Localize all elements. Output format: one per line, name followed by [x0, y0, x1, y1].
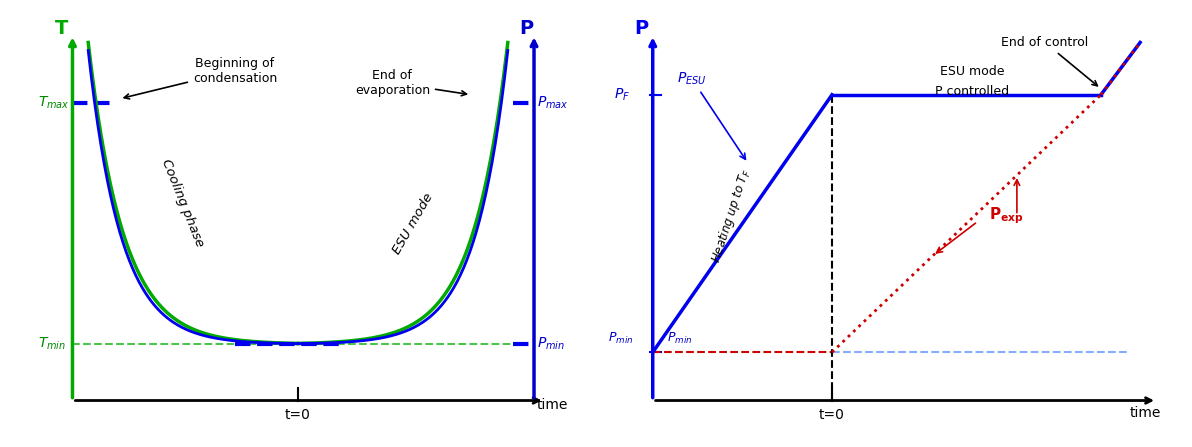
Text: $T_{max}$: $T_{max}$ — [38, 95, 70, 111]
Text: Beginning of
condensation: Beginning of condensation — [124, 57, 278, 99]
Text: t=0: t=0 — [285, 408, 311, 422]
Text: $P_{min}$: $P_{min}$ — [608, 331, 633, 346]
Text: Heating up to $T_F$: Heating up to $T_F$ — [708, 166, 755, 265]
Text: time: time — [1130, 405, 1161, 420]
Text: $P_{min}$: $P_{min}$ — [666, 331, 693, 346]
Text: ESU mode: ESU mode — [391, 191, 436, 256]
Text: $P_{min}$: $P_{min}$ — [536, 336, 565, 352]
Text: ESU mode: ESU mode — [939, 65, 1005, 78]
Text: $\bf{P_{exp}}$: $\bf{P_{exp}}$ — [989, 205, 1024, 226]
Text: P: P — [634, 19, 648, 38]
Text: $P_{max}$: $P_{max}$ — [536, 95, 569, 111]
Text: $P_{ESU}$: $P_{ESU}$ — [677, 71, 745, 159]
Text: T: T — [55, 19, 69, 38]
Text: $P_F$: $P_F$ — [614, 87, 629, 103]
Text: time: time — [536, 397, 569, 412]
Text: P: P — [519, 19, 533, 38]
Text: End of control: End of control — [1001, 36, 1098, 86]
Text: Cooling phase: Cooling phase — [159, 157, 206, 249]
Text: P controlled: P controlled — [935, 85, 1010, 98]
Text: $T_{min}$: $T_{min}$ — [38, 336, 67, 352]
Text: t=0: t=0 — [819, 408, 845, 422]
Text: End of
evaporation: End of evaporation — [355, 69, 466, 97]
